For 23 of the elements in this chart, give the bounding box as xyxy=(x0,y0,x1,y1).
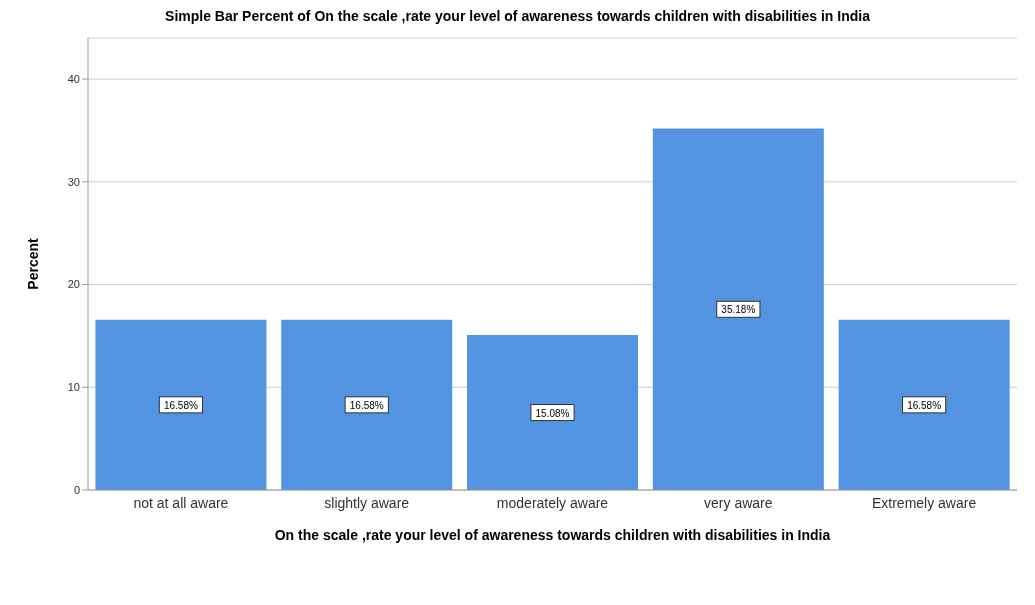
x-tick-label: slightly aware xyxy=(324,494,410,511)
bar xyxy=(838,319,1010,490)
data-label: 16.58% xyxy=(349,399,384,411)
y-tick-label: 10 xyxy=(67,381,80,394)
bar xyxy=(95,319,267,490)
y-tick-label: 40 xyxy=(67,73,80,85)
y-axis-title: Percent xyxy=(24,237,41,290)
data-label: 16.58% xyxy=(907,399,942,411)
x-tick-label: not at all aware xyxy=(133,494,229,511)
y-tick-label: 0 xyxy=(73,483,80,496)
x-tick-label: Extremely aware xyxy=(871,494,977,511)
chart-title: Simple Bar Percent of On the scale ,rate your level of awareness towards children with disabilities in India xyxy=(164,8,871,24)
data-label: 15.08% xyxy=(535,407,570,419)
bar xyxy=(467,335,639,490)
y-tick-label: 20 xyxy=(67,278,80,291)
data-label: 35.18% xyxy=(721,304,756,316)
x-tick-label: moderately aware xyxy=(496,494,609,511)
data-label: 16.58% xyxy=(163,399,198,411)
x-tick-label: very aware xyxy=(704,494,773,511)
bar xyxy=(652,128,824,490)
x-axis-title: On the scale ,rate your level of awareness towards children with disabilities in India xyxy=(274,527,831,543)
y-tick-label: 30 xyxy=(67,175,80,188)
bar xyxy=(281,319,453,490)
